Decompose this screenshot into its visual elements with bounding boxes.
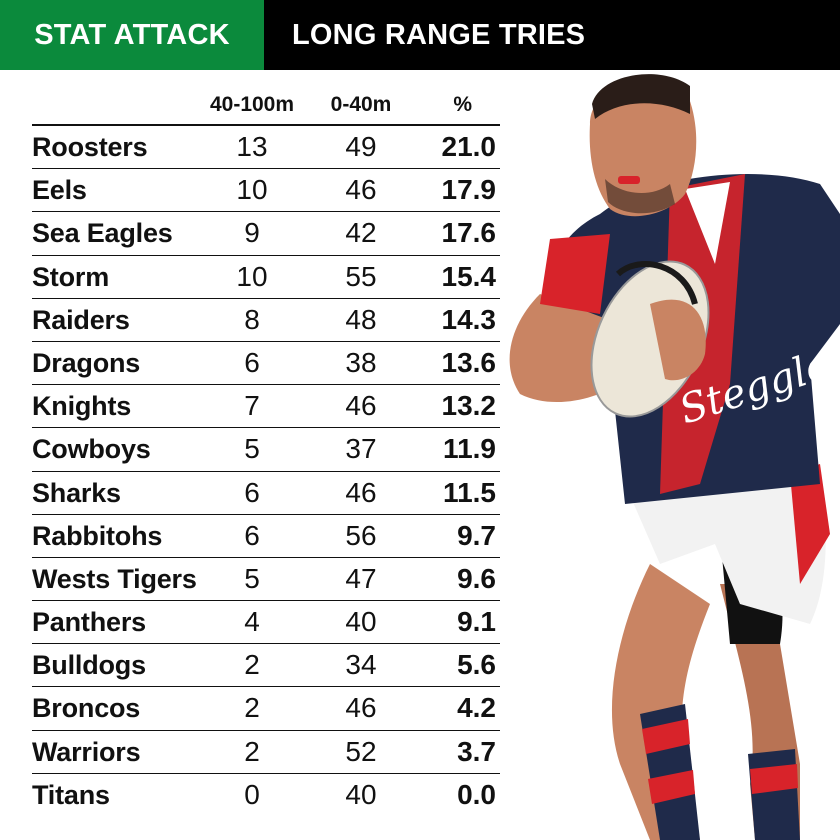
team-name: Sea Eagles <box>32 218 173 249</box>
long-range-tries: 6 <box>244 476 260 508</box>
table-row: Sea Eagles 9 42 17.6 <box>32 212 500 256</box>
long-range-percent: 9.6 <box>457 562 496 594</box>
header-bar: STAT ATTACK LONG RANGE TRIES <box>0 0 840 70</box>
long-range-tries: 2 <box>244 649 260 681</box>
table-row: Eels 10 46 17.9 <box>32 169 500 213</box>
stat-attack-tag: STAT ATTACK <box>0 0 264 70</box>
table-row: Titans 0 40 0.0 <box>32 774 500 816</box>
table-row: Panthers 4 40 9.1 <box>32 601 500 645</box>
short-range-tries: 46 <box>345 390 377 422</box>
stats-rows: Roosters 13 49 21.0 Eels 10 46 17.9 Sea Eagles 9 4… <box>32 124 500 816</box>
team-name: Bulldogs <box>32 650 146 681</box>
team-name: Storm <box>32 261 110 292</box>
long-range-tries: 0 <box>244 778 260 810</box>
table-row: Cowboys 5 37 11.9 <box>32 428 500 472</box>
table-row: Broncos 2 46 4.2 <box>32 687 500 731</box>
long-range-percent: 21.0 <box>441 131 497 162</box>
long-range-tries: 5 <box>244 433 260 465</box>
team-name: Rabbitohs <box>32 520 163 551</box>
table-row: Warriors 2 52 3.7 <box>32 731 500 774</box>
short-range-tries: 55 <box>345 260 377 292</box>
short-range-tries: 47 <box>345 562 377 594</box>
team-name: Cowboys <box>32 434 151 465</box>
short-range-tries: 40 <box>345 778 377 810</box>
long-range-percent: 3.7 <box>457 735 496 767</box>
page-title: LONG RANGE TRIES <box>292 19 586 51</box>
long-range-tries: 7 <box>244 390 260 422</box>
long-range-percent: 11.5 <box>443 476 496 508</box>
long-range-tries: 10 <box>236 174 268 206</box>
short-range-tries: 34 <box>345 649 377 681</box>
short-range-tries: 46 <box>345 174 377 206</box>
table-row: Sharks 6 46 11.5 <box>32 472 500 515</box>
long-range-percent: 4.2 <box>457 692 496 724</box>
long-range-tries: 8 <box>244 303 260 335</box>
column-header-long: 40-100m <box>209 93 295 116</box>
long-range-percent: 9.1 <box>457 606 496 638</box>
team-name: Sharks <box>32 477 121 508</box>
long-range-percent: 17.9 <box>441 174 497 206</box>
long-range-percent: 14.3 <box>441 303 497 335</box>
long-range-tries: 13 <box>236 131 268 162</box>
table-row: Bulldogs 2 34 5.6 <box>32 644 500 688</box>
long-range-tries: 5 <box>244 562 260 594</box>
long-range-percent: 9.7 <box>457 519 496 551</box>
long-range-percent: 5.6 <box>457 649 496 681</box>
long-range-percent: 15.4 <box>441 260 497 292</box>
table-row: Roosters 13 49 21.0 <box>32 126 500 170</box>
short-range-tries: 42 <box>345 217 377 249</box>
team-name: Eels <box>32 175 87 206</box>
long-range-percent: 17.6 <box>441 217 497 249</box>
short-range-tries: 46 <box>345 692 377 724</box>
long-range-tries: 2 <box>244 692 260 724</box>
column-header-percent: % <box>453 93 472 116</box>
table-row: Dragons 6 38 13.6 <box>32 342 500 386</box>
long-range-tries: 2 <box>244 735 260 767</box>
team-name: Roosters <box>32 132 148 162</box>
table-row: Raiders 8 48 14.3 <box>32 299 500 342</box>
short-range-tries: 40 <box>345 606 377 638</box>
short-range-tries: 52 <box>345 735 377 767</box>
column-header-short: 0-40m <box>330 93 392 116</box>
player-photo: Steggles <box>509 74 840 840</box>
table-row: Rabbitohs 6 56 9.7 <box>32 515 500 558</box>
team-name: Knights <box>32 391 132 422</box>
short-range-tries: 37 <box>345 433 377 465</box>
long-range-percent: 0.0 <box>457 778 496 810</box>
team-name: Titans <box>32 779 110 810</box>
long-range-tries: 6 <box>244 519 260 551</box>
table-row: Storm 10 55 15.4 <box>32 256 500 299</box>
long-range-percent: 13.2 <box>441 390 497 422</box>
short-range-tries: 56 <box>345 519 377 551</box>
long-range-tries: 6 <box>244 346 260 378</box>
team-name: Dragons <box>32 347 141 378</box>
table-row: Wests Tigers 5 47 9.6 <box>32 558 500 602</box>
short-range-tries: 49 <box>345 131 377 162</box>
team-name: Panthers <box>32 607 146 638</box>
long-range-tries: 9 <box>244 217 260 249</box>
team-name: Wests Tigers <box>32 563 197 594</box>
long-range-tries: 10 <box>236 260 268 292</box>
short-range-tries: 38 <box>345 346 377 378</box>
team-name: Broncos <box>32 693 141 724</box>
long-range-percent: 11.9 <box>443 433 496 465</box>
long-range-tries: 4 <box>244 606 260 638</box>
team-name: Warriors <box>32 736 141 767</box>
table-row: Knights 7 46 13.2 <box>32 385 500 429</box>
team-name: Raiders <box>32 304 130 335</box>
short-range-tries: 46 <box>345 476 377 508</box>
long-range-percent: 13.6 <box>441 346 497 378</box>
short-range-tries: 48 <box>345 303 377 335</box>
